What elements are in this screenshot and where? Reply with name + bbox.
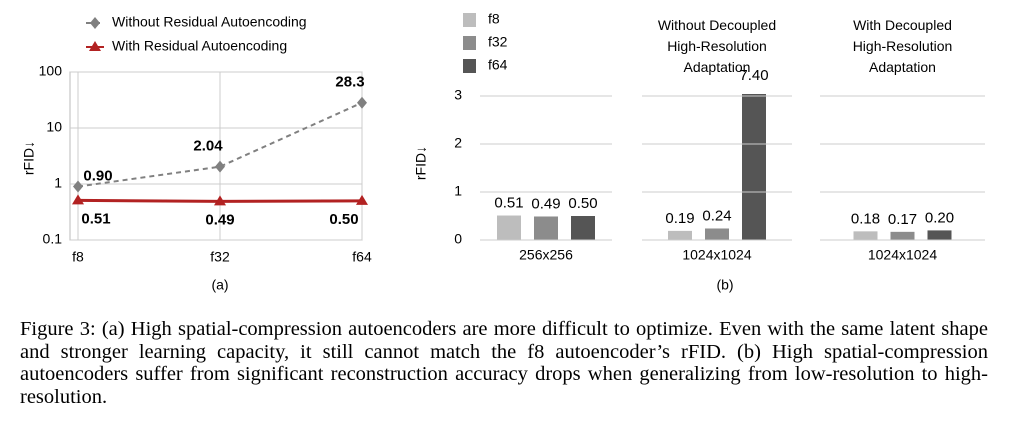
x-tick-label: 1024x1024: [682, 247, 752, 263]
marker: [356, 194, 368, 205]
panel-title-line: Adaptation: [869, 59, 936, 75]
x-tick-label: 256x256: [519, 247, 573, 263]
marker: [214, 195, 226, 206]
legend-label: Without Residual Autoencoding: [112, 14, 307, 30]
bar-area: [497, 94, 952, 241]
value-label: 2.04: [193, 138, 223, 155]
sublabel: (b): [716, 277, 733, 293]
y-tick-label: 3: [454, 87, 462, 103]
y-tick-label: 10: [46, 119, 62, 135]
bar: [853, 231, 878, 240]
y-axis-label: rFID↓: [21, 141, 37, 175]
x-tick-label: f32: [210, 249, 230, 265]
value-label: 28.3: [335, 74, 364, 91]
panel-title: Without Decoupled High-Resolution Adaptati…: [658, 17, 776, 75]
x-tick-label: f64: [352, 249, 372, 265]
value-label: 0.20: [925, 209, 954, 226]
value-label: 0.51: [494, 194, 523, 211]
bar: [742, 94, 766, 241]
legend-label: f64: [488, 57, 508, 73]
value-label: 0.24: [702, 207, 731, 224]
legend-label: f8: [488, 11, 500, 27]
legend-swatch: [463, 59, 476, 73]
bar: [497, 215, 521, 240]
panel-title-line: High-Resolution: [667, 38, 767, 54]
y-tick-label: 2: [454, 135, 462, 151]
marker: [89, 41, 101, 51]
panel-title-line: Adaptation: [684, 59, 751, 75]
bar: [668, 230, 692, 240]
value-label: 0.49: [531, 195, 560, 212]
y-tick-label: 0: [454, 231, 462, 247]
value-label: 0.19: [665, 210, 694, 227]
x-tick-label: 1024x1024: [868, 247, 938, 263]
value-label: 0.51: [81, 210, 110, 227]
marker: [90, 17, 100, 29]
legend-swatch: [463, 36, 476, 50]
legend-label: f32: [488, 34, 508, 50]
y-tick-label: 100: [39, 63, 63, 79]
panel-title: With Decoupled High-Resolution Adaptation: [853, 17, 953, 75]
value-label: 0.49: [205, 211, 234, 228]
bar: [571, 216, 595, 240]
x-tick-label: f8: [72, 249, 84, 265]
value-label: 7.40: [739, 67, 768, 84]
legend-swatch: [463, 13, 476, 27]
y-tick-label: 1: [54, 175, 62, 191]
marker: [357, 96, 367, 109]
sublabel: (a): [211, 277, 228, 293]
bar: [890, 231, 915, 240]
bar: [705, 228, 729, 240]
y-tick-label: 1: [454, 183, 462, 199]
legend-label: With Residual Autoencoding: [112, 38, 287, 54]
value-label: 0.50: [329, 211, 358, 228]
panel-title-line: Without Decoupled: [658, 17, 776, 33]
marker: [215, 160, 225, 173]
series-line: [77, 101, 363, 188]
value-label: 0.90: [83, 168, 112, 185]
bar: [534, 216, 558, 240]
marker: [73, 180, 83, 193]
y-axis-label: rFID↓: [413, 146, 429, 180]
value-label: 0.50: [568, 195, 597, 212]
y-tick-label: 0.1: [43, 231, 63, 247]
panel-title-line: With Decoupled: [853, 17, 952, 33]
value-label: 0.17: [888, 211, 917, 228]
value-label: 0.18: [851, 210, 880, 227]
panel-title-line: High-Resolution: [853, 38, 953, 54]
bar: [927, 230, 952, 240]
caption: Figure 3: (a) High spatial-compression a…: [20, 318, 988, 408]
marker: [72, 194, 84, 205]
